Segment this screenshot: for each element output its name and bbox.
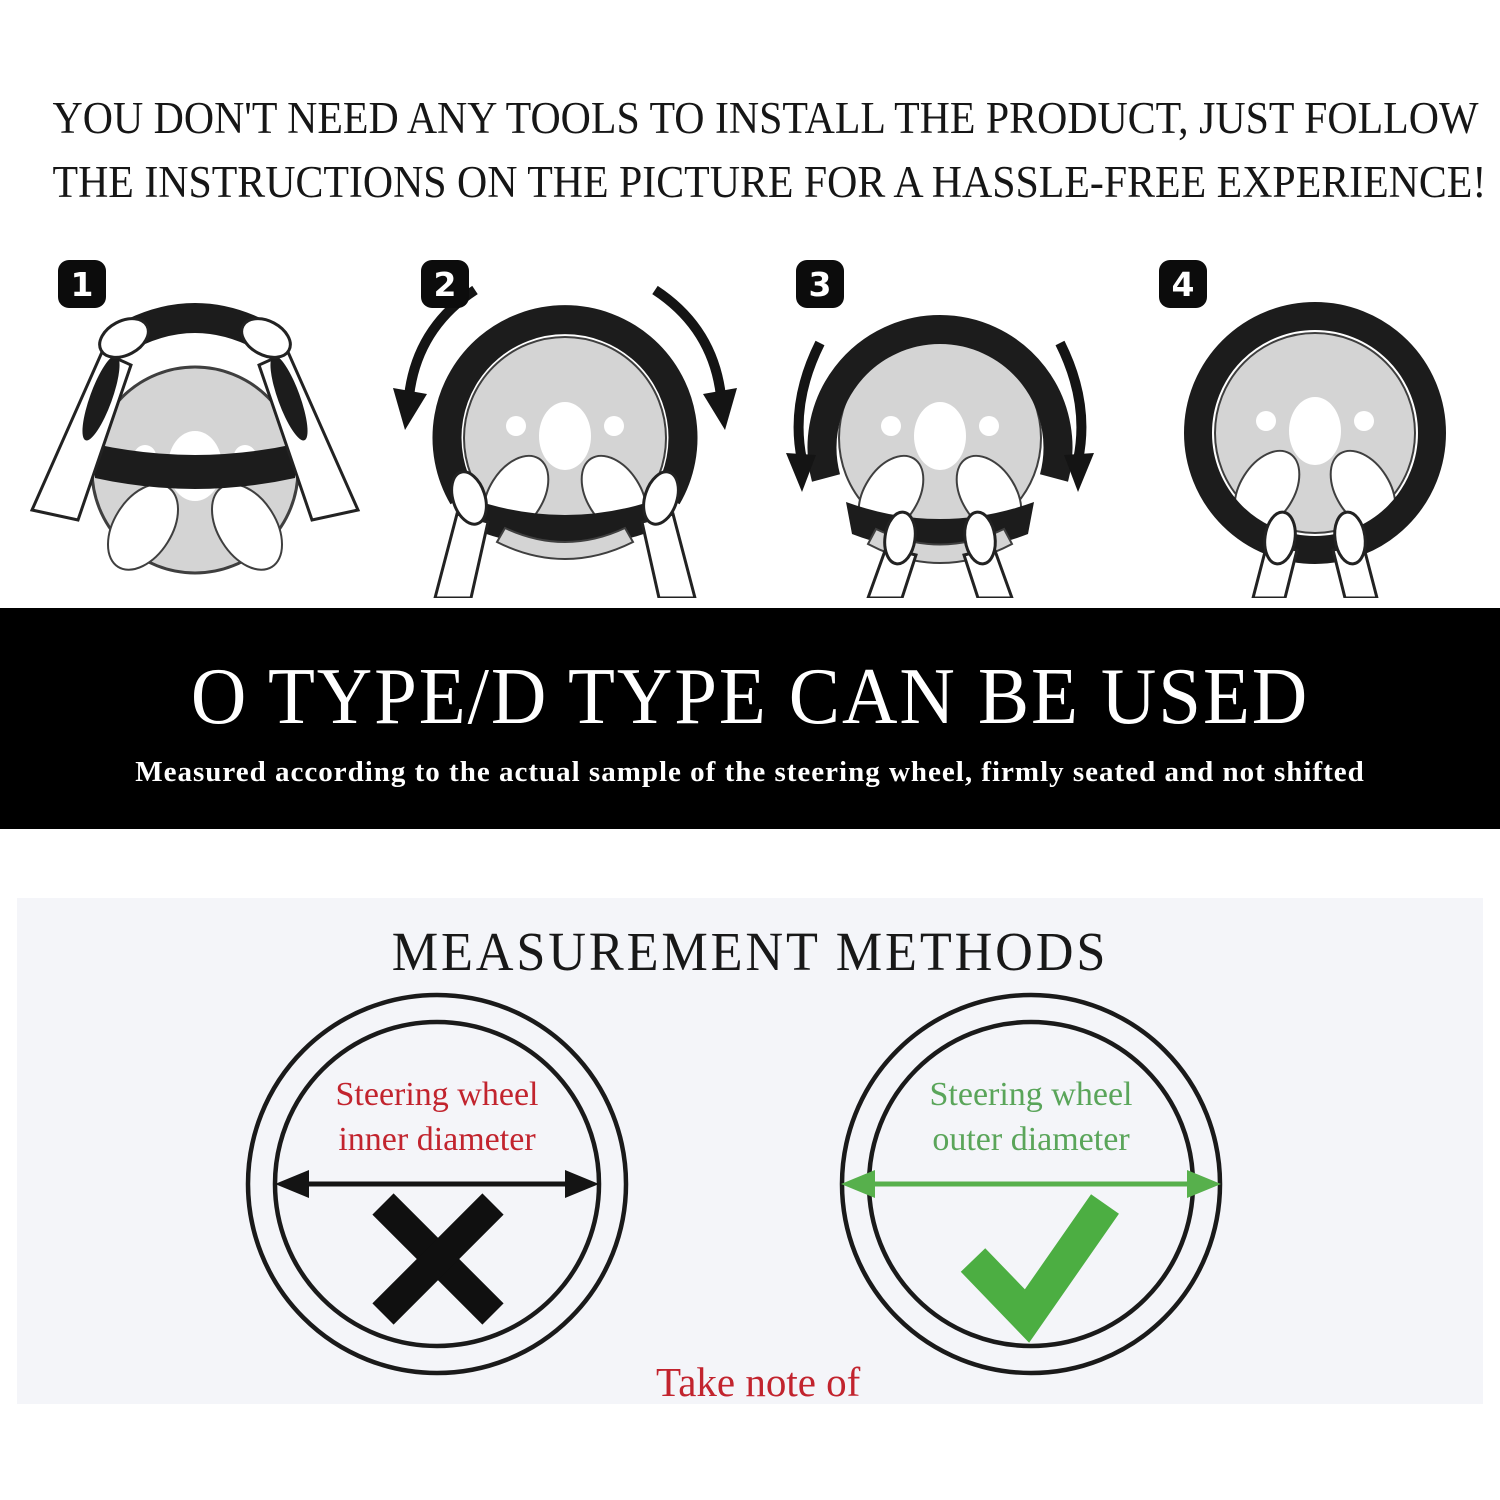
- step-4-illustration-cover-installed-icon: [1184, 302, 1446, 598]
- step-2-illustration-pull-cover-down-icon: [393, 285, 737, 598]
- installation-steps: 1 2: [0, 248, 1500, 600]
- step-4-number-badge: 4: [1159, 260, 1207, 308]
- intro-line-2: THE INSTRUCTIONS ON THE PICTURE FOR A HA…: [52, 157, 1487, 207]
- step-2: 2: [375, 248, 750, 600]
- step-2-number-badge: 2: [421, 260, 469, 308]
- step-1-number-badge: 1: [58, 260, 106, 308]
- inner-diameter-figure: Steering wheel inner diameter: [241, 988, 633, 1380]
- outer-diameter-label-line-1: Steering wheel: [929, 1076, 1133, 1113]
- measurement-title: MEASUREMENT METHODS: [391, 921, 1109, 982]
- inner-diameter-label: Steering wheel inner diameter: [241, 1072, 633, 1162]
- outer-diameter-label-line-2: outer diameter: [932, 1121, 1130, 1158]
- x-mark-icon: [372, 1193, 504, 1325]
- banner-title: O TYPE/D TYPE CAN BE USED: [190, 653, 1310, 741]
- inner-diameter-label-line-1: Steering wheel: [335, 1076, 539, 1113]
- step-1: 1: [0, 248, 375, 600]
- intro-text: YOU DON'T NEED ANY TOOLS TO INSTALL THE …: [52, 86, 1487, 214]
- measurement-methods-panel: MEASUREMENT METHODS Steering wheel inner…: [17, 898, 1483, 1405]
- intro-line-1: YOU DON'T NEED ANY TOOLS TO INSTALL THE …: [52, 93, 1479, 143]
- step-1-illustration-place-cover-on-top-icon: [29, 303, 361, 575]
- outer-diameter-diagram-icon: [839, 992, 1223, 1376]
- banner-subtitle: Measured according to the actual sample …: [135, 756, 1365, 788]
- type-compatibility-banner: O TYPE/D TYPE CAN BE USED Measured accor…: [0, 608, 1500, 829]
- inner-diameter-label-line-2: inner diameter: [338, 1121, 536, 1158]
- step-3: 3: [750, 248, 1125, 600]
- step-3-illustration-push-over-lower-rim-icon: [786, 315, 1094, 598]
- take-note-footnote: Take note of: [656, 1359, 861, 1405]
- checkmark-icon: [960, 1194, 1119, 1343]
- step-3-number-badge: 3: [796, 260, 844, 308]
- inner-diameter-diagram-icon: [245, 992, 629, 1376]
- outer-diameter-label: Steering wheel outer diameter: [835, 1072, 1227, 1162]
- outer-diameter-figure: Steering wheel outer diameter: [835, 988, 1227, 1380]
- step-4: 4: [1125, 248, 1500, 600]
